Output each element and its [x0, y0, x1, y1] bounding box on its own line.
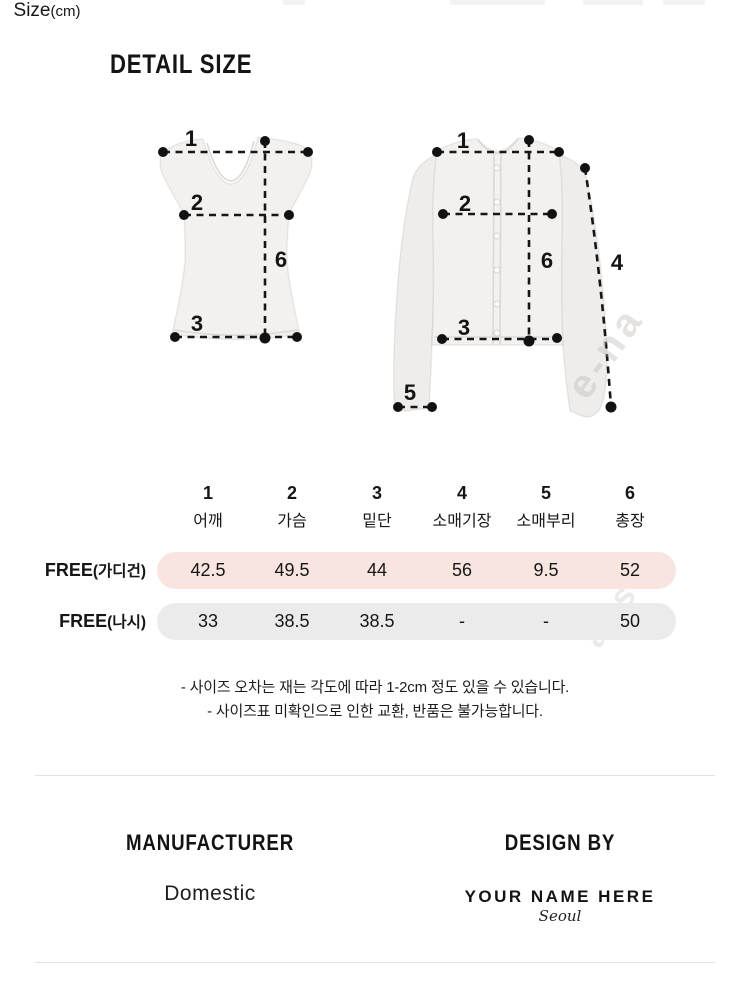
column-number: 3 — [371, 483, 382, 503]
manufacturer-value: Domestic — [164, 882, 256, 905]
cardigan-label-5: 5 — [404, 380, 416, 405]
tank-label-6: 6 — [275, 247, 287, 272]
cardigan-measurement-lines — [393, 135, 617, 413]
cardigan-label-3: 3 — [458, 315, 470, 340]
column-label: 어깨 — [193, 513, 223, 530]
divider — [35, 962, 715, 963]
column-label: 총장 — [615, 513, 645, 530]
cardigan-illustration — [392, 137, 608, 418]
tank-label-2: 2 — [191, 190, 203, 215]
size-unit-label: Size(cm) — [13, 0, 81, 21]
cell-value: 44 — [366, 560, 388, 580]
manufacturer-heading: MANUFACTURER — [125, 830, 295, 855]
column-label: 소매부리 — [516, 513, 576, 530]
cell-value: 9.5 — [533, 560, 559, 580]
row-label: FREE(가디건) — [44, 560, 146, 580]
tank-top-illustration — [159, 136, 313, 340]
tank-label-1: 1 — [185, 126, 197, 151]
cell-value: - — [459, 611, 465, 631]
cell-value: 49.5 — [274, 560, 310, 580]
divider — [35, 775, 715, 776]
row-pill-gray — [157, 603, 676, 640]
cell-value: 38.5 — [359, 611, 395, 631]
cell-value: 38.5 — [274, 611, 310, 631]
column-number: 2 — [286, 483, 297, 503]
brand-name: YOUR NAME HERE — [464, 887, 656, 906]
size-note-tolerance: - 사이즈 오차는 재는 각도에 따라 1-2cm 정도 있을 수 있습니다. — [180, 679, 570, 696]
column-label: 소매기장 — [432, 513, 492, 530]
brand-city-script: Seoul — [538, 907, 582, 925]
size-note-exchange: - 사이즈표 미확인으로 인한 교환, 반품은 불가능합니다. — [207, 703, 543, 720]
cardigan-label-6: 6 — [541, 248, 553, 273]
cardigan-label-4: 4 — [611, 250, 624, 275]
cell-value: 52 — [619, 560, 641, 580]
cell-value: 50 — [619, 611, 641, 631]
column-label: 밑단 — [362, 513, 392, 530]
size-table-header: Size(cm) 1 2 3 4 5 6 어깨 가슴 밑단 소매기장 소매부리 … — [0, 0, 750, 530]
row-label: FREE(나시) — [59, 611, 146, 631]
column-number: 6 — [624, 483, 635, 503]
tank-measurement-lines — [158, 136, 313, 344]
row-pill-pink — [157, 552, 676, 589]
cell-value: 33 — [197, 611, 219, 631]
cardigan-label-1: 1 — [457, 128, 469, 153]
size-diagram: 1 2 6 3 1 2 6 3 4 5 — [158, 126, 624, 418]
cardigan-label-2: 2 — [459, 191, 471, 216]
design-by-heading: DESIGN BY — [504, 830, 616, 855]
column-number: 5 — [540, 483, 551, 503]
column-label: 가슴 — [277, 513, 307, 530]
cell-value: - — [543, 611, 549, 631]
cell-value: 42.5 — [190, 560, 226, 580]
column-number: 4 — [456, 483, 467, 503]
page-title: DETAIL SIZE — [110, 49, 253, 79]
column-number: 1 — [202, 483, 213, 503]
tank-label-3: 3 — [191, 311, 203, 336]
cell-value: 56 — [451, 560, 473, 580]
